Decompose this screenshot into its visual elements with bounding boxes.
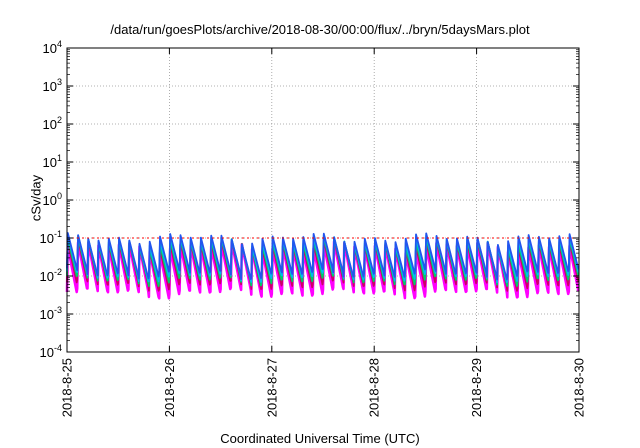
y-tick-label: 10-1	[40, 229, 62, 246]
series-line	[66, 232, 580, 281]
y-tick-label-exponent: 3	[57, 77, 62, 87]
y-tick-label-base: 10	[43, 79, 57, 94]
x-tick-labels: 2018-8-25 2018-8-26 2018-8-27 2018-8-28 2018…	[60, 358, 587, 417]
y-tick-label-exponent: 4	[57, 39, 62, 49]
y-tick-label-exponent: 1	[57, 153, 62, 163]
x-tick-label: 2018-8-30	[572, 358, 587, 417]
x-tick-label: 2018-8-25	[60, 358, 75, 417]
y-tick-label-base: 10	[40, 269, 54, 284]
y-tick-label-exponent: -4	[54, 343, 62, 353]
y-tick-label: 101	[43, 153, 62, 170]
y-tick-label-base: 10	[43, 41, 57, 56]
y-tick-label: 100	[43, 191, 62, 208]
y-tick-label: 102	[43, 115, 62, 132]
y-tick-label-exponent: -1	[54, 229, 62, 239]
y-tick-label-base: 10	[40, 345, 54, 360]
x-tick-label: 2018-8-26	[162, 358, 177, 417]
y-tick-label-base: 10	[40, 231, 54, 246]
x-axis-label: Coordinated Universal Time (UTC)	[220, 431, 420, 446]
y-tick-label-base: 10	[43, 117, 57, 132]
x-tick-label: 2018-8-28	[367, 358, 382, 417]
chart-title: /data/run/goesPlots/archive/2018-08-30/0…	[110, 22, 530, 37]
y-tick-label-base: 10	[43, 193, 57, 208]
y-tick-label: 103	[43, 77, 62, 94]
y-tick-label-exponent: 0	[57, 191, 62, 201]
y-tick-label-exponent: 2	[57, 115, 62, 125]
x-tick-label: 2018-8-27	[264, 358, 279, 417]
series-group	[65, 232, 580, 300]
y-tick-label-base: 10	[43, 155, 57, 170]
y-tick-label-exponent: -2	[54, 267, 62, 277]
y-tick-label-exponent: -3	[54, 305, 62, 315]
y-tick-label-base: 10	[40, 307, 54, 322]
y-tick-label: 104	[43, 39, 62, 56]
grid-lines	[67, 48, 579, 352]
x-tick-label: 2018-8-29	[469, 358, 484, 417]
tick-marks	[66, 47, 580, 353]
y-tick-label: 10-2	[40, 267, 62, 284]
y-tick-label: 10-3	[40, 305, 62, 322]
y-tick-label: 10-4	[40, 343, 62, 360]
